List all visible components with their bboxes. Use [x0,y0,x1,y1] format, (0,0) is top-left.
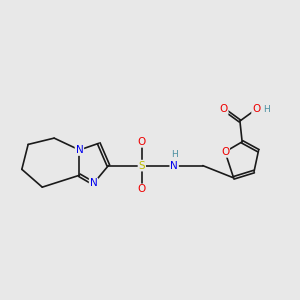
Text: O: O [219,104,228,114]
Text: O: O [252,104,260,114]
Text: H: H [263,105,270,114]
Text: O: O [221,147,229,157]
Text: O: O [138,184,146,194]
Text: S: S [139,160,145,171]
Text: N: N [76,145,83,155]
Text: H: H [171,150,178,159]
Text: N: N [90,178,98,188]
Text: O: O [138,137,146,147]
Text: N: N [170,160,178,171]
